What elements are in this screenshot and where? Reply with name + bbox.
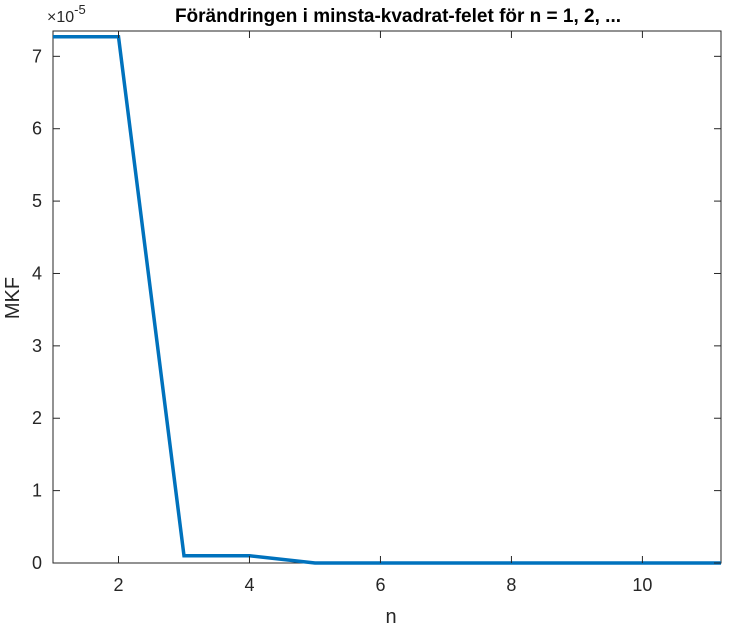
y-axis-ticks: 0 1 2 3 4 5 6 7 — [32, 46, 721, 573]
x-tick-label: 8 — [506, 575, 516, 595]
chart-title: Förändringen i minsta-kvadrat-felet för … — [175, 6, 621, 27]
y-tick-label: 0 — [32, 553, 42, 573]
series-line — [53, 35, 721, 565]
plot-area-box — [52, 30, 722, 564]
x-axis-ticks: 2 4 6 8 10 — [113, 31, 652, 595]
x-tick-label: 4 — [244, 575, 254, 595]
plot-frame — [52, 30, 722, 564]
y-tick-label: 1 — [32, 481, 42, 501]
x-tick-label: 10 — [632, 575, 652, 595]
x-tick-label: 6 — [375, 575, 385, 595]
series-group — [53, 35, 721, 565]
x-tick-label: 2 — [113, 575, 123, 595]
y-tick-label: 6 — [32, 119, 42, 139]
y-axis-exponent-power: -5 — [74, 2, 86, 17]
y-tick-label: 7 — [32, 46, 42, 66]
y-tick-label: 4 — [32, 263, 42, 283]
y-axis-exponent-base: ×10 — [47, 9, 74, 26]
y-axis-exponent: ×10-5 — [47, 2, 86, 26]
y-axis-label: MKF — [2, 277, 24, 319]
y-tick-label: 5 — [32, 191, 42, 211]
y-tick-label: 3 — [32, 336, 42, 356]
x-axis-label: n — [385, 606, 396, 626]
y-tick-label: 2 — [32, 408, 42, 428]
